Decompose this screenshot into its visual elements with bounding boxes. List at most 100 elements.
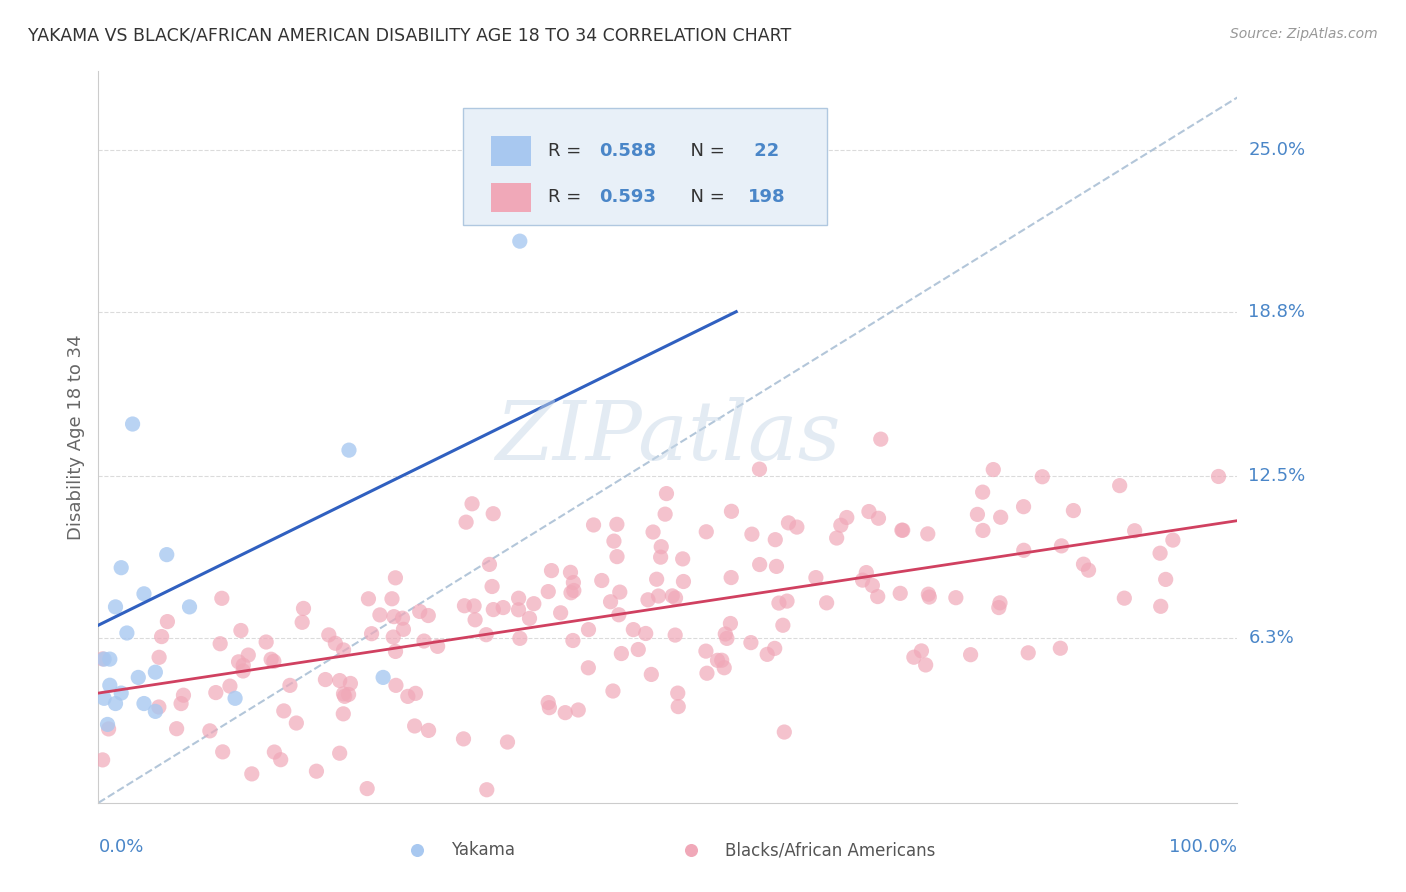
Point bbox=[127, 670, 149, 684]
Point bbox=[1050, 539, 1073, 553]
Point bbox=[1161, 533, 1184, 547]
Point bbox=[654, 507, 676, 521]
Point bbox=[716, 632, 738, 646]
Point bbox=[211, 745, 233, 759]
Point bbox=[1031, 469, 1053, 483]
Point bbox=[765, 559, 787, 574]
Text: Yakama: Yakama bbox=[451, 841, 516, 859]
Point bbox=[972, 485, 994, 500]
Point bbox=[815, 596, 838, 610]
Point bbox=[456, 515, 478, 529]
Point bbox=[148, 700, 170, 714]
Point bbox=[561, 633, 583, 648]
Point bbox=[634, 626, 657, 640]
Point bbox=[537, 584, 560, 599]
Point bbox=[475, 628, 498, 642]
Point bbox=[368, 607, 391, 622]
Point bbox=[786, 520, 808, 534]
Text: 12.5%: 12.5% bbox=[1249, 467, 1306, 485]
Point bbox=[337, 688, 360, 702]
Point bbox=[645, 572, 668, 586]
Point bbox=[866, 590, 889, 604]
Point bbox=[371, 670, 394, 684]
Point bbox=[93, 652, 115, 666]
Point bbox=[720, 504, 742, 518]
Point bbox=[1012, 543, 1035, 558]
Point bbox=[413, 634, 436, 648]
Point bbox=[156, 615, 179, 629]
Point bbox=[562, 583, 585, 598]
Point bbox=[228, 655, 250, 669]
Point bbox=[238, 648, 260, 662]
Point bbox=[591, 574, 613, 588]
Point bbox=[606, 549, 628, 564]
Point bbox=[1114, 591, 1136, 606]
Text: Source: ZipAtlas.com: Source: ZipAtlas.com bbox=[1230, 27, 1378, 41]
Point bbox=[509, 632, 531, 646]
Point bbox=[650, 550, 672, 565]
Point bbox=[418, 723, 440, 738]
Point bbox=[179, 599, 201, 614]
Point bbox=[538, 700, 561, 714]
Point bbox=[776, 594, 799, 608]
FancyBboxPatch shape bbox=[463, 108, 827, 225]
Point bbox=[540, 564, 562, 578]
Point bbox=[170, 697, 193, 711]
Point bbox=[382, 630, 405, 644]
Point bbox=[988, 596, 1011, 610]
Point bbox=[508, 603, 530, 617]
Point bbox=[404, 719, 426, 733]
Point bbox=[641, 524, 664, 539]
Text: R =: R = bbox=[548, 142, 588, 160]
Text: N =: N = bbox=[679, 188, 731, 206]
Point bbox=[825, 531, 848, 545]
Point bbox=[869, 432, 891, 446]
Point bbox=[229, 624, 252, 638]
Point bbox=[1062, 503, 1084, 517]
Point bbox=[325, 636, 347, 650]
Point bbox=[741, 527, 763, 541]
Point bbox=[132, 587, 155, 601]
Point bbox=[232, 658, 254, 673]
Point bbox=[748, 462, 770, 476]
Point bbox=[650, 540, 672, 554]
Point bbox=[156, 548, 179, 562]
Point bbox=[560, 566, 582, 580]
Point bbox=[890, 523, 912, 537]
Point bbox=[666, 686, 689, 700]
Point bbox=[1073, 558, 1095, 572]
Text: 198: 198 bbox=[748, 188, 785, 206]
Point bbox=[990, 510, 1012, 524]
Point bbox=[959, 648, 981, 662]
Point bbox=[482, 602, 505, 616]
Text: 0.0%: 0.0% bbox=[98, 838, 143, 855]
Point bbox=[385, 678, 408, 692]
Point bbox=[664, 628, 686, 642]
Point bbox=[903, 650, 925, 665]
Point bbox=[868, 511, 890, 525]
Text: N =: N = bbox=[679, 142, 731, 160]
Point bbox=[384, 644, 406, 658]
Point bbox=[945, 591, 967, 605]
Point bbox=[98, 678, 121, 692]
Point bbox=[713, 661, 735, 675]
Point bbox=[666, 699, 689, 714]
Point bbox=[381, 591, 404, 606]
Point bbox=[578, 623, 600, 637]
Point bbox=[1108, 478, 1130, 492]
Point bbox=[392, 623, 415, 637]
Point bbox=[482, 507, 505, 521]
Point bbox=[232, 664, 254, 678]
Point bbox=[132, 697, 155, 711]
Point bbox=[696, 666, 718, 681]
Point bbox=[918, 590, 941, 604]
Point bbox=[740, 635, 762, 649]
Point bbox=[966, 508, 988, 522]
Text: 22: 22 bbox=[748, 142, 779, 160]
Text: 25.0%: 25.0% bbox=[1249, 141, 1306, 159]
Point bbox=[655, 486, 678, 500]
Point bbox=[318, 628, 340, 642]
Point bbox=[204, 685, 226, 699]
Point bbox=[672, 552, 695, 566]
Point bbox=[145, 705, 167, 719]
